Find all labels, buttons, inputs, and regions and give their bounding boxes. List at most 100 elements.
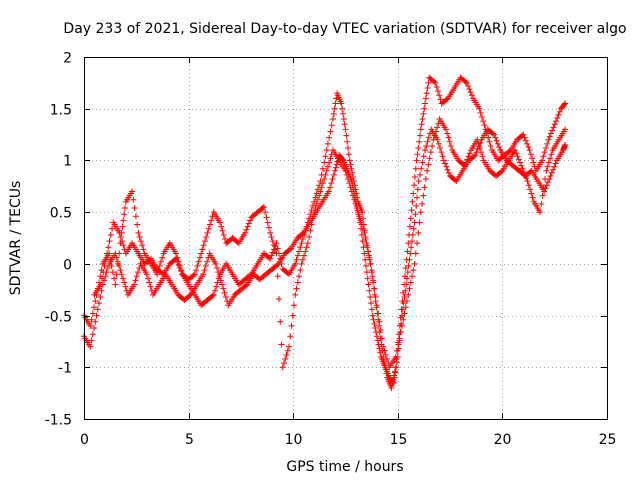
data-point-trace-3 (406, 285, 413, 292)
data-point-trace-1 (539, 157, 546, 164)
data-point-trace-3 (247, 217, 254, 224)
data-point-trace-1 (331, 105, 338, 112)
data-point-trace-3 (444, 130, 451, 137)
data-point-trace-1 (433, 83, 440, 90)
data-point-trace-3 (173, 255, 180, 262)
data-point-trace-2 (496, 143, 503, 150)
data-point-trace-1 (443, 96, 450, 103)
data-point-trace-1 (340, 116, 347, 123)
data-point-trace-3 (519, 165, 526, 172)
data-point-trace-2 (416, 171, 423, 178)
data-point-trace-3 (425, 161, 432, 168)
data-point-trace-1 (173, 250, 180, 257)
data-point-trace-2 (369, 312, 376, 319)
data-point-trace-2 (368, 306, 375, 313)
data-point-trace-2 (91, 324, 98, 331)
data-point-trace-3 (520, 168, 527, 175)
plot-frame (84, 57, 608, 420)
data-point-trace-3 (98, 275, 105, 282)
data-point-trace-2 (216, 273, 223, 280)
data-point-trace-2 (412, 211, 419, 218)
data-point-trace-2 (219, 281, 226, 288)
data-point-trace-3 (326, 159, 333, 166)
data-point-trace-2 (551, 163, 558, 170)
data-point-trace-2 (552, 160, 559, 167)
data-point-trace-1 (540, 153, 547, 160)
data-point-trace-3 (119, 238, 126, 245)
data-point-trace-3 (410, 267, 417, 274)
data-point-trace-3 (539, 192, 546, 199)
data-markers (81, 74, 569, 391)
data-point-trace-2 (360, 244, 367, 251)
data-point-trace-2 (329, 176, 336, 183)
data-point-trace-3 (307, 227, 314, 234)
data-point-trace-3 (268, 233, 275, 240)
data-point-trace-1 (521, 134, 528, 141)
data-point-trace-1 (154, 271, 161, 278)
data-point-trace-3 (244, 223, 251, 230)
data-point-trace-2 (472, 152, 479, 159)
data-point-trace-1 (136, 233, 143, 240)
data-point-trace-1 (343, 132, 350, 139)
data-point-trace-3 (259, 205, 266, 212)
data-point-trace-1 (297, 244, 304, 251)
data-point-trace-3 (405, 291, 412, 298)
data-point-trace-1 (524, 140, 531, 147)
data-point-trace-2 (420, 153, 427, 160)
data-point-trace-1 (506, 148, 513, 155)
data-point-trace-2 (132, 277, 139, 284)
data-point-trace-1 (407, 215, 414, 222)
data-point-trace-2 (372, 324, 379, 331)
data-point-trace-2 (131, 281, 138, 288)
data-point-trace-3 (498, 168, 505, 175)
data-point-trace-2 (93, 312, 100, 319)
data-point-trace-3 (538, 200, 545, 207)
x-tick-label: 10 (285, 432, 303, 448)
data-point-trace-3 (242, 229, 249, 236)
data-point-trace-1 (425, 79, 432, 86)
data-point-trace-1 (109, 269, 116, 276)
data-point-trace-1 (321, 159, 328, 166)
data-point-trace-3 (270, 242, 277, 249)
data-point-trace-3 (367, 260, 374, 267)
data-point-trace-2 (325, 188, 332, 195)
data-point-trace-1 (113, 271, 120, 278)
data-point-trace-2 (333, 161, 340, 168)
data-point-trace-3 (402, 304, 409, 311)
data-point-trace-2 (220, 285, 227, 292)
data-point-trace-2 (339, 156, 346, 163)
data-point-trace-3 (513, 150, 520, 157)
data-point-trace-3 (401, 310, 408, 317)
y-tick-label: 0 (63, 258, 72, 274)
data-point-trace-2 (146, 279, 153, 286)
data-point-trace-2 (548, 169, 555, 176)
data-point-trace-3 (362, 236, 369, 243)
data-point-trace-2 (470, 153, 477, 160)
data-point-trace-2 (368, 300, 375, 307)
data-point-trace-2 (299, 230, 306, 237)
data-point-trace-3 (191, 271, 198, 278)
data-point-trace-1 (346, 157, 353, 164)
data-point-trace-1 (468, 92, 475, 99)
data-point-trace-2 (375, 341, 382, 348)
data-point-trace-2 (104, 264, 111, 271)
data-point-trace-1 (480, 118, 487, 125)
data-point-trace-1 (419, 116, 426, 123)
data-point-trace-1 (466, 86, 473, 93)
data-point-trace-3 (308, 221, 315, 228)
data-point-trace-3 (284, 347, 291, 354)
data-point-trace-2 (330, 171, 337, 178)
data-point-trace-3 (291, 302, 298, 309)
data-point-trace-3 (479, 153, 486, 160)
data-point-trace-1 (269, 249, 276, 256)
data-point-trace-3 (372, 293, 379, 300)
data-point-trace-3 (400, 316, 407, 323)
data-point-trace-1 (214, 279, 221, 286)
data-point-trace-3 (545, 159, 552, 166)
data-point-trace-2 (96, 300, 103, 307)
data-point-trace-1 (525, 143, 532, 150)
data-point-trace-3 (398, 322, 405, 329)
data-point-trace-2 (493, 137, 500, 144)
data-point-trace-3 (376, 318, 383, 325)
data-point-trace-1 (327, 128, 334, 135)
